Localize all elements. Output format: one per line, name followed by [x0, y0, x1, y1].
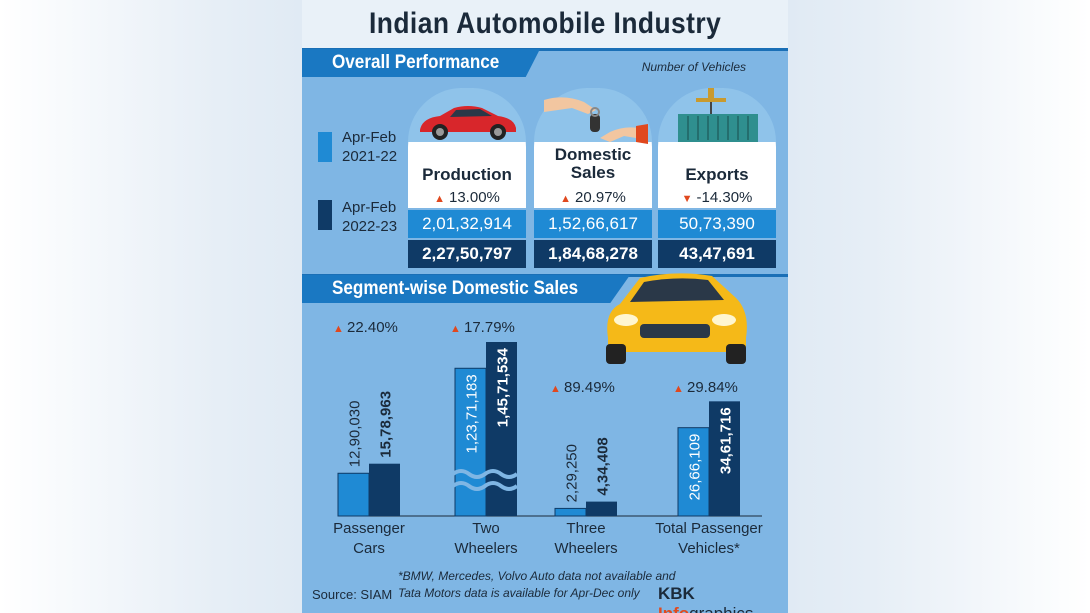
brand-accent: Info [658, 604, 689, 613]
growth-label: 29.84% [687, 379, 738, 396]
category-label: Passenger [333, 520, 405, 537]
bar-value-label: 15,78,963 [378, 391, 395, 458]
change-value: -14.30% [696, 189, 753, 206]
overall-section-title: Overall Performance [332, 52, 500, 73]
category-label: Wheelers [554, 540, 617, 557]
bar-2022-23 [369, 463, 400, 516]
legend-swatch-2022-23 [318, 200, 332, 230]
domestic-sales-label-line2: Sales [570, 163, 616, 182]
bar-2022-23 [709, 401, 740, 516]
legend-swatch-2021-22 [318, 132, 332, 162]
change-value: 13.00% [449, 189, 500, 206]
up-arrow-icon: ▲ [673, 383, 684, 395]
production-label: Production [422, 165, 512, 184]
up-arrow-icon: ▲ [560, 193, 571, 205]
up-arrow-icon: ▲ [434, 193, 445, 205]
category-label: Vehicles* [678, 540, 740, 557]
growth-label: 89.49% [564, 379, 615, 396]
up-arrow-icon: ▲ [450, 323, 461, 335]
bar-value-label: 1,23,71,183 [464, 374, 481, 453]
domestic-sales-value-2021-22: 1,52,66,617 [534, 210, 652, 238]
overall-section-tab: Overall Performance [302, 49, 540, 77]
page-title: Indian Automobile Industry [368, 7, 722, 40]
bar-value-label: 4,34,408 [595, 437, 612, 495]
domestic-sales-change: ▲ 20.97% [534, 189, 652, 206]
bar-value-label: 34,61,716 [718, 407, 735, 474]
bar-2022-23 [586, 501, 617, 516]
category-label: Three [566, 520, 605, 537]
red-sports-car-icon [420, 106, 516, 140]
bar-2021-22 [337, 472, 370, 517]
brand-logo: KBK Infographics [658, 584, 788, 613]
production-change: ▲ 13.00% [408, 189, 526, 206]
exports-value-2021-22: 50,73,390 [658, 210, 776, 238]
up-arrow-icon: ▲ [333, 323, 344, 335]
footnote-line: Tata Motors data is available for Apr-De… [398, 586, 640, 600]
bar-value-label: 1,45,71,534 [495, 347, 512, 427]
bar-2021-22 [677, 427, 710, 517]
bar-2021-22 [554, 507, 587, 517]
bar-value-label: 26,66,109 [687, 434, 704, 501]
unit-note: Number of Vehicles [641, 60, 746, 74]
title-bar: Indian Automobile Industry [302, 0, 788, 48]
down-arrow-icon: ▼ [681, 193, 693, 205]
legend-label-2021-22: Apr-Feb 2021-22 [342, 128, 397, 166]
growth-label: 17.79% [464, 319, 515, 336]
bar-2021-22 [454, 367, 487, 517]
category-label: Total Passenger [655, 520, 763, 537]
exports-change: ▼ -14.30% [658, 189, 776, 206]
title-divider [302, 48, 788, 51]
exports-value-2022-23: 43,47,691 [658, 240, 776, 268]
segment-section-tab: Segment-wise Domestic Sales [302, 275, 630, 303]
change-value: 20.97% [575, 189, 626, 206]
segment-section-title: Segment-wise Domestic Sales [332, 278, 579, 299]
growth-label: 22.40% [347, 319, 398, 336]
legend-line: Apr-Feb [342, 199, 397, 216]
brand-rest: graphics [689, 604, 753, 613]
car-key-handover-icon [544, 97, 648, 144]
yellow-hatchback-car-icon [606, 273, 747, 364]
up-arrow-icon: ▲ [550, 383, 561, 395]
segment-bar-chart: 12,90,030 15,78,963▲ 22.40%PassengerCars1,… [333, 319, 763, 557]
legend-line: Apr-Feb [342, 129, 397, 146]
exports-label: Exports [685, 165, 749, 184]
category-label: Two [472, 520, 500, 537]
footnote: *BMW, Mercedes, Volvo Auto data not avai… [398, 568, 675, 602]
legend-label-2022-23: Apr-Feb 2022-23 [342, 198, 397, 236]
production-value-2021-22: 2,01,32,914 [408, 210, 526, 238]
footnote-line: *BMW, Mercedes, Volvo Auto data not avai… [398, 569, 676, 583]
domestic-sales-value-2022-23: 1,84,68,278 [534, 240, 652, 268]
bar-value-label: 12,90,030 [347, 401, 364, 468]
legend-line: 2022-23 [342, 218, 398, 235]
legend-line: 2021-22 [342, 148, 398, 165]
axis-break-mark [451, 469, 519, 479]
category-label: Wheelers [454, 540, 517, 557]
domestic-sales-label-line1: Domestic [554, 145, 632, 164]
axis-break-mark [451, 481, 519, 491]
infographic-panel: Indian Automobile Industry Overall Perfo… [302, 0, 788, 613]
production-value-2022-23: 2,27,50,797 [408, 240, 526, 268]
brand-bold: KBK [658, 584, 695, 603]
bar-value-label: 2,29,250 [564, 444, 581, 502]
shipping-container-crane-icon [678, 88, 758, 142]
source-label: Source: SIAM [312, 587, 393, 602]
category-label: Cars [353, 540, 385, 557]
